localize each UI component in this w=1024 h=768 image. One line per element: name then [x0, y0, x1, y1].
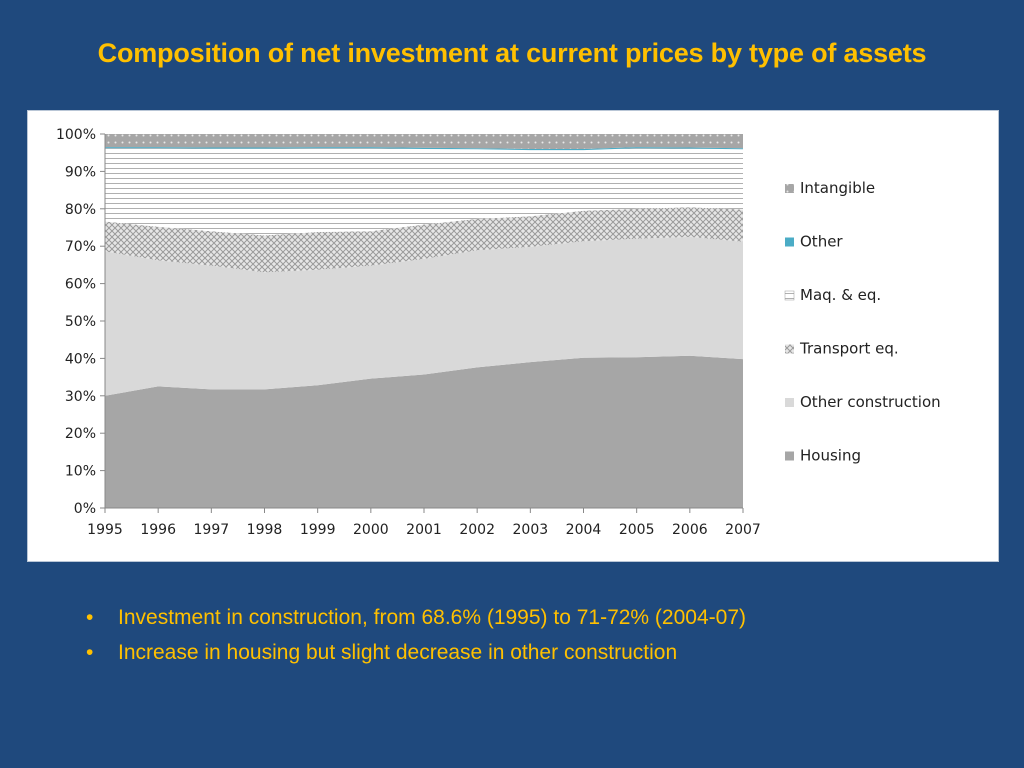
legend-swatch-housing [785, 451, 794, 461]
area-other [105, 147, 743, 151]
legend-swatch-transport-eq [785, 344, 794, 354]
bullet-text: Investment in construction, from 68.6% (… [118, 606, 746, 629]
bullet-list: • Investment in construction, from 68.6%… [86, 600, 746, 670]
y-tick-label: 80% [65, 202, 96, 218]
y-tick-label: 0% [74, 501, 96, 517]
x-tick-label: 2007 [725, 522, 761, 538]
x-tick-label: 2001 [406, 522, 442, 538]
y-tick-label: 100% [56, 127, 96, 143]
slide-title: Composition of net investment at current… [97, 38, 927, 68]
bullet-dot: • [86, 641, 94, 664]
x-tick-label: 1995 [87, 522, 123, 538]
bullet-text: Increase in housing but slight decrease … [118, 641, 678, 664]
axes-layer: 0% 10% 20% 30% 40% 50% 60% 70% 80% 90% 100% 1995 199… [56, 127, 761, 538]
legend-swatch-maq-eq [784, 290, 795, 301]
legend-label-intangible: Intangible [800, 179, 875, 197]
x-tick-label: 2006 [672, 522, 708, 538]
bullet-item: • Increase in housing but slight decreas… [86, 635, 746, 670]
area-housing [105, 355, 743, 508]
x-tick-label: 2000 [353, 522, 389, 538]
legend: Intangible Other Maq. & eq. Transport eq. Ot… [784, 179, 941, 465]
y-tick-label: 70% [65, 239, 96, 255]
area-intangible [105, 134, 743, 149]
legend-swatch-intangible [785, 184, 794, 193]
legend-label-housing: Housing [800, 447, 861, 465]
x-tick-label: 2003 [513, 522, 549, 538]
legend-label-other-construction: Other construction [800, 393, 941, 411]
stacked-area-chart: 0% 10% 20% 30% 40% 50% 60% 70% 80% 90% 100% 1995 199… [56, 127, 941, 538]
y-tick-label: 10% [65, 464, 96, 480]
y-tick-label: 30% [65, 389, 96, 405]
y-tick-label: 90% [65, 164, 96, 180]
legend-swatch-other-construction [785, 398, 794, 407]
legend-label-maq-eq: Maq. & eq. [800, 286, 881, 304]
area-other-construction [105, 236, 743, 396]
area-layer [105, 134, 743, 508]
legend-swatch-other [785, 237, 794, 247]
area-maq-eq [105, 148, 743, 236]
x-tick-label: 2004 [566, 522, 602, 538]
x-tick-label: 1996 [140, 522, 176, 538]
bullet-item: • Investment in construction, from 68.6%… [86, 600, 746, 635]
x-tick-label: 1997 [194, 522, 230, 538]
y-tick-label: 40% [65, 351, 96, 367]
legend-label-transport-eq: Transport eq. [799, 340, 899, 358]
x-tick-label: 2005 [619, 522, 655, 538]
bullet-dot: • [86, 606, 94, 629]
x-tick-label: 2002 [459, 522, 495, 538]
x-tick-label: 1999 [300, 522, 336, 538]
y-tick-label: 60% [65, 277, 96, 293]
y-tick-label: 20% [65, 426, 96, 442]
x-tick-label: 1998 [247, 522, 283, 538]
area-transport-eq [105, 207, 743, 273]
legend-label-other: Other [800, 233, 843, 251]
chart-panel: 0% 10% 20% 30% 40% 50% 60% 70% 80% 90% 100% 1995 199… [27, 110, 999, 562]
y-tick-label: 50% [65, 314, 96, 330]
